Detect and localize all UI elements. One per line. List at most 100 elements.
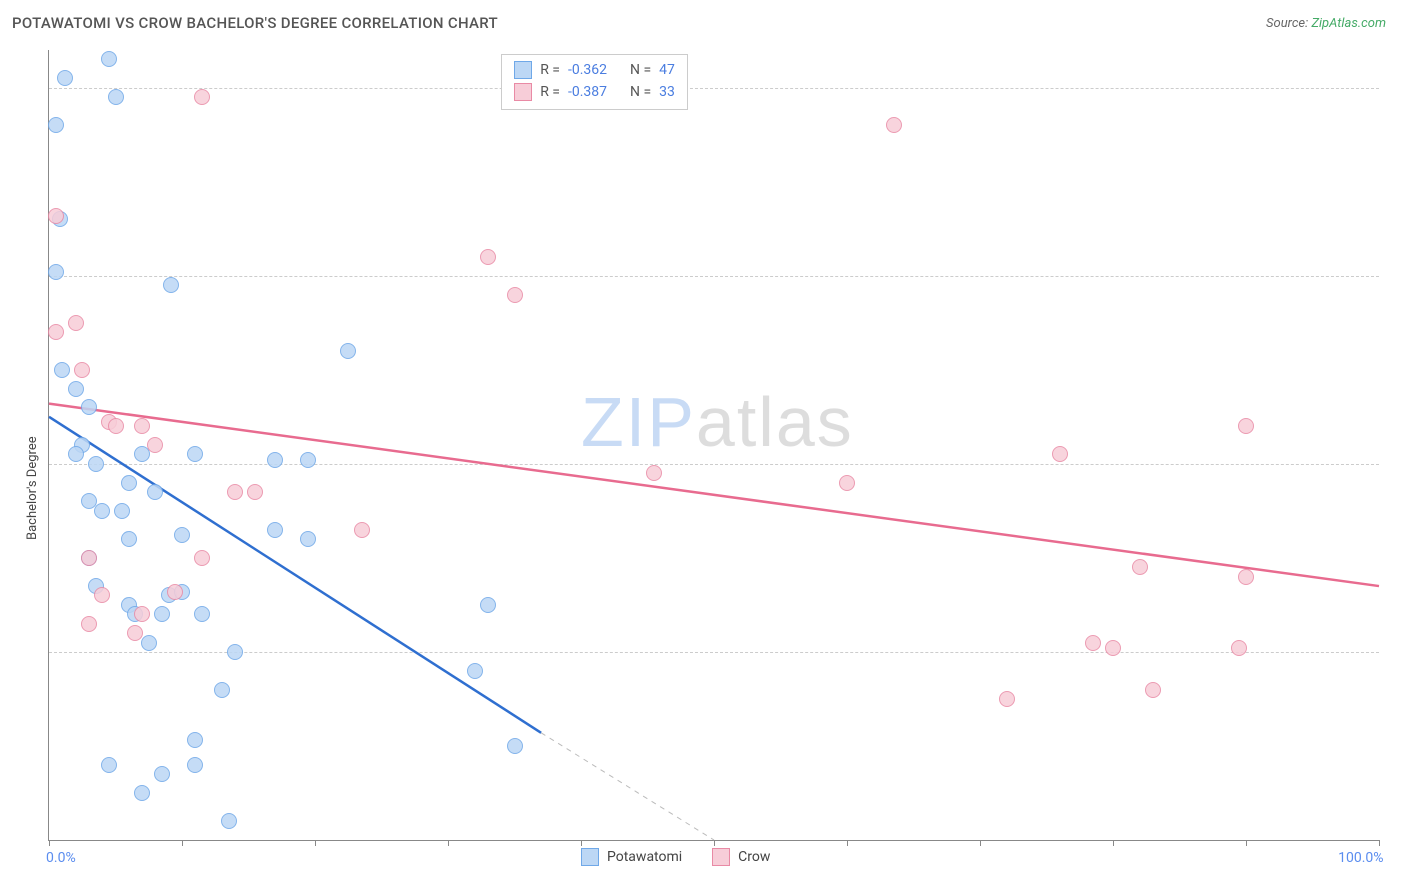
x-tick — [714, 840, 715, 846]
series-legend-label: Crow — [738, 849, 770, 865]
x-tick — [1246, 840, 1247, 846]
data-point-potawatomi — [163, 277, 179, 293]
data-point-potawatomi — [194, 606, 210, 622]
data-point-potawatomi — [214, 682, 230, 698]
source-link[interactable]: ZipAtlas.com — [1311, 16, 1386, 31]
data-point-crow — [1145, 682, 1161, 698]
data-point-potawatomi — [57, 70, 73, 86]
data-point-potawatomi — [154, 766, 170, 782]
data-point-potawatomi — [300, 531, 316, 547]
trend-line-potawatomi — [49, 417, 541, 733]
legend-r-label: R = — [540, 81, 560, 103]
data-point-potawatomi — [300, 452, 316, 468]
y-tick-label: 40.0% — [1389, 80, 1406, 96]
data-point-potawatomi — [480, 597, 496, 613]
data-point-crow — [94, 587, 110, 603]
data-point-crow — [167, 584, 183, 600]
x-tick-label: 100.0% — [1338, 850, 1383, 866]
x-tick — [1113, 840, 1114, 846]
series-legend: Potawatomi Crow — [581, 848, 770, 866]
data-point-crow — [194, 89, 210, 105]
x-tick — [49, 840, 50, 846]
series-legend-item: Crow — [712, 848, 770, 866]
data-point-potawatomi — [340, 343, 356, 359]
chart-plot-area: 10.0%20.0%30.0%40.0%0.0%100.0%Bachelor's… — [48, 50, 1379, 841]
data-point-potawatomi — [101, 757, 117, 773]
data-point-crow — [354, 522, 370, 538]
data-point-crow — [1238, 418, 1254, 434]
data-point-potawatomi — [147, 484, 163, 500]
x-tick — [980, 840, 981, 846]
x-tick-label: 0.0% — [46, 850, 76, 866]
data-point-potawatomi — [68, 381, 84, 397]
correlation-legend: R =-0.362N =47R =-0.387N =33 — [501, 54, 688, 110]
source-prefix: Source: — [1266, 16, 1311, 31]
data-point-crow — [1085, 635, 1101, 651]
data-point-potawatomi — [108, 89, 124, 105]
data-point-crow — [81, 550, 97, 566]
legend-swatch — [712, 848, 730, 866]
x-tick — [1379, 840, 1380, 846]
y-tick-label: 10.0% — [1389, 644, 1406, 660]
data-point-potawatomi — [121, 475, 137, 491]
data-point-crow — [886, 117, 902, 133]
data-point-crow — [147, 437, 163, 453]
data-point-crow — [507, 287, 523, 303]
data-point-crow — [194, 550, 210, 566]
trend-line-dash-potawatomi — [541, 733, 714, 840]
data-point-potawatomi — [134, 785, 150, 801]
series-legend-item: Potawatomi — [581, 848, 682, 866]
legend-n-label: N = — [630, 59, 651, 81]
data-point-potawatomi — [187, 732, 203, 748]
data-point-potawatomi — [267, 522, 283, 538]
data-point-crow — [1105, 640, 1121, 656]
data-point-crow — [999, 691, 1015, 707]
chart-header: POTAWATOMI VS CROW BACHELOR'S DEGREE COR… — [0, 0, 1406, 46]
data-point-crow — [1238, 569, 1254, 585]
data-point-potawatomi — [81, 399, 97, 415]
trend-lines — [49, 50, 1379, 840]
data-point-potawatomi — [48, 117, 64, 133]
data-point-potawatomi — [88, 456, 104, 472]
data-point-crow — [48, 324, 64, 340]
data-point-crow — [227, 484, 243, 500]
data-point-crow — [247, 484, 263, 500]
data-point-crow — [1132, 559, 1148, 575]
y-tick-label: 30.0% — [1389, 268, 1406, 284]
correlation-legend-row: R =-0.387N =33 — [514, 81, 675, 103]
data-point-crow — [74, 362, 90, 378]
correlation-legend-row: R = -0.362 N = 47 — [514, 59, 675, 81]
y-axis-title: Bachelor's Degree — [25, 436, 40, 540]
data-point-potawatomi — [114, 503, 130, 519]
data-point-crow — [68, 315, 84, 331]
legend-n-value: 47 — [659, 59, 675, 81]
legend-n-value: 33 — [659, 81, 675, 103]
data-point-potawatomi — [54, 362, 70, 378]
data-point-potawatomi — [227, 644, 243, 660]
data-point-potawatomi — [68, 446, 84, 462]
x-tick — [847, 840, 848, 846]
data-point-crow — [839, 475, 855, 491]
x-tick — [581, 840, 582, 846]
data-point-potawatomi — [94, 503, 110, 519]
x-tick — [315, 840, 316, 846]
data-point-potawatomi — [154, 606, 170, 622]
legend-swatch — [514, 83, 532, 101]
series-legend-label: Potawatomi — [607, 849, 682, 865]
data-point-potawatomi — [187, 757, 203, 773]
data-point-potawatomi — [121, 531, 137, 547]
source-credit: Source: ZipAtlas.com — [1266, 16, 1386, 31]
data-point-crow — [1231, 640, 1247, 656]
legend-r-label: R = — [540, 59, 560, 81]
data-point-crow — [81, 616, 97, 632]
data-point-crow — [134, 606, 150, 622]
legend-n-label: N = — [630, 81, 651, 103]
legend-r-value: -0.362 — [568, 59, 622, 81]
y-tick-label: 20.0% — [1389, 456, 1406, 472]
data-point-potawatomi — [101, 51, 117, 67]
data-point-crow — [108, 418, 124, 434]
legend-swatch — [514, 61, 532, 79]
data-point-crow — [127, 625, 143, 641]
data-point-potawatomi — [267, 452, 283, 468]
data-point-potawatomi — [48, 264, 64, 280]
